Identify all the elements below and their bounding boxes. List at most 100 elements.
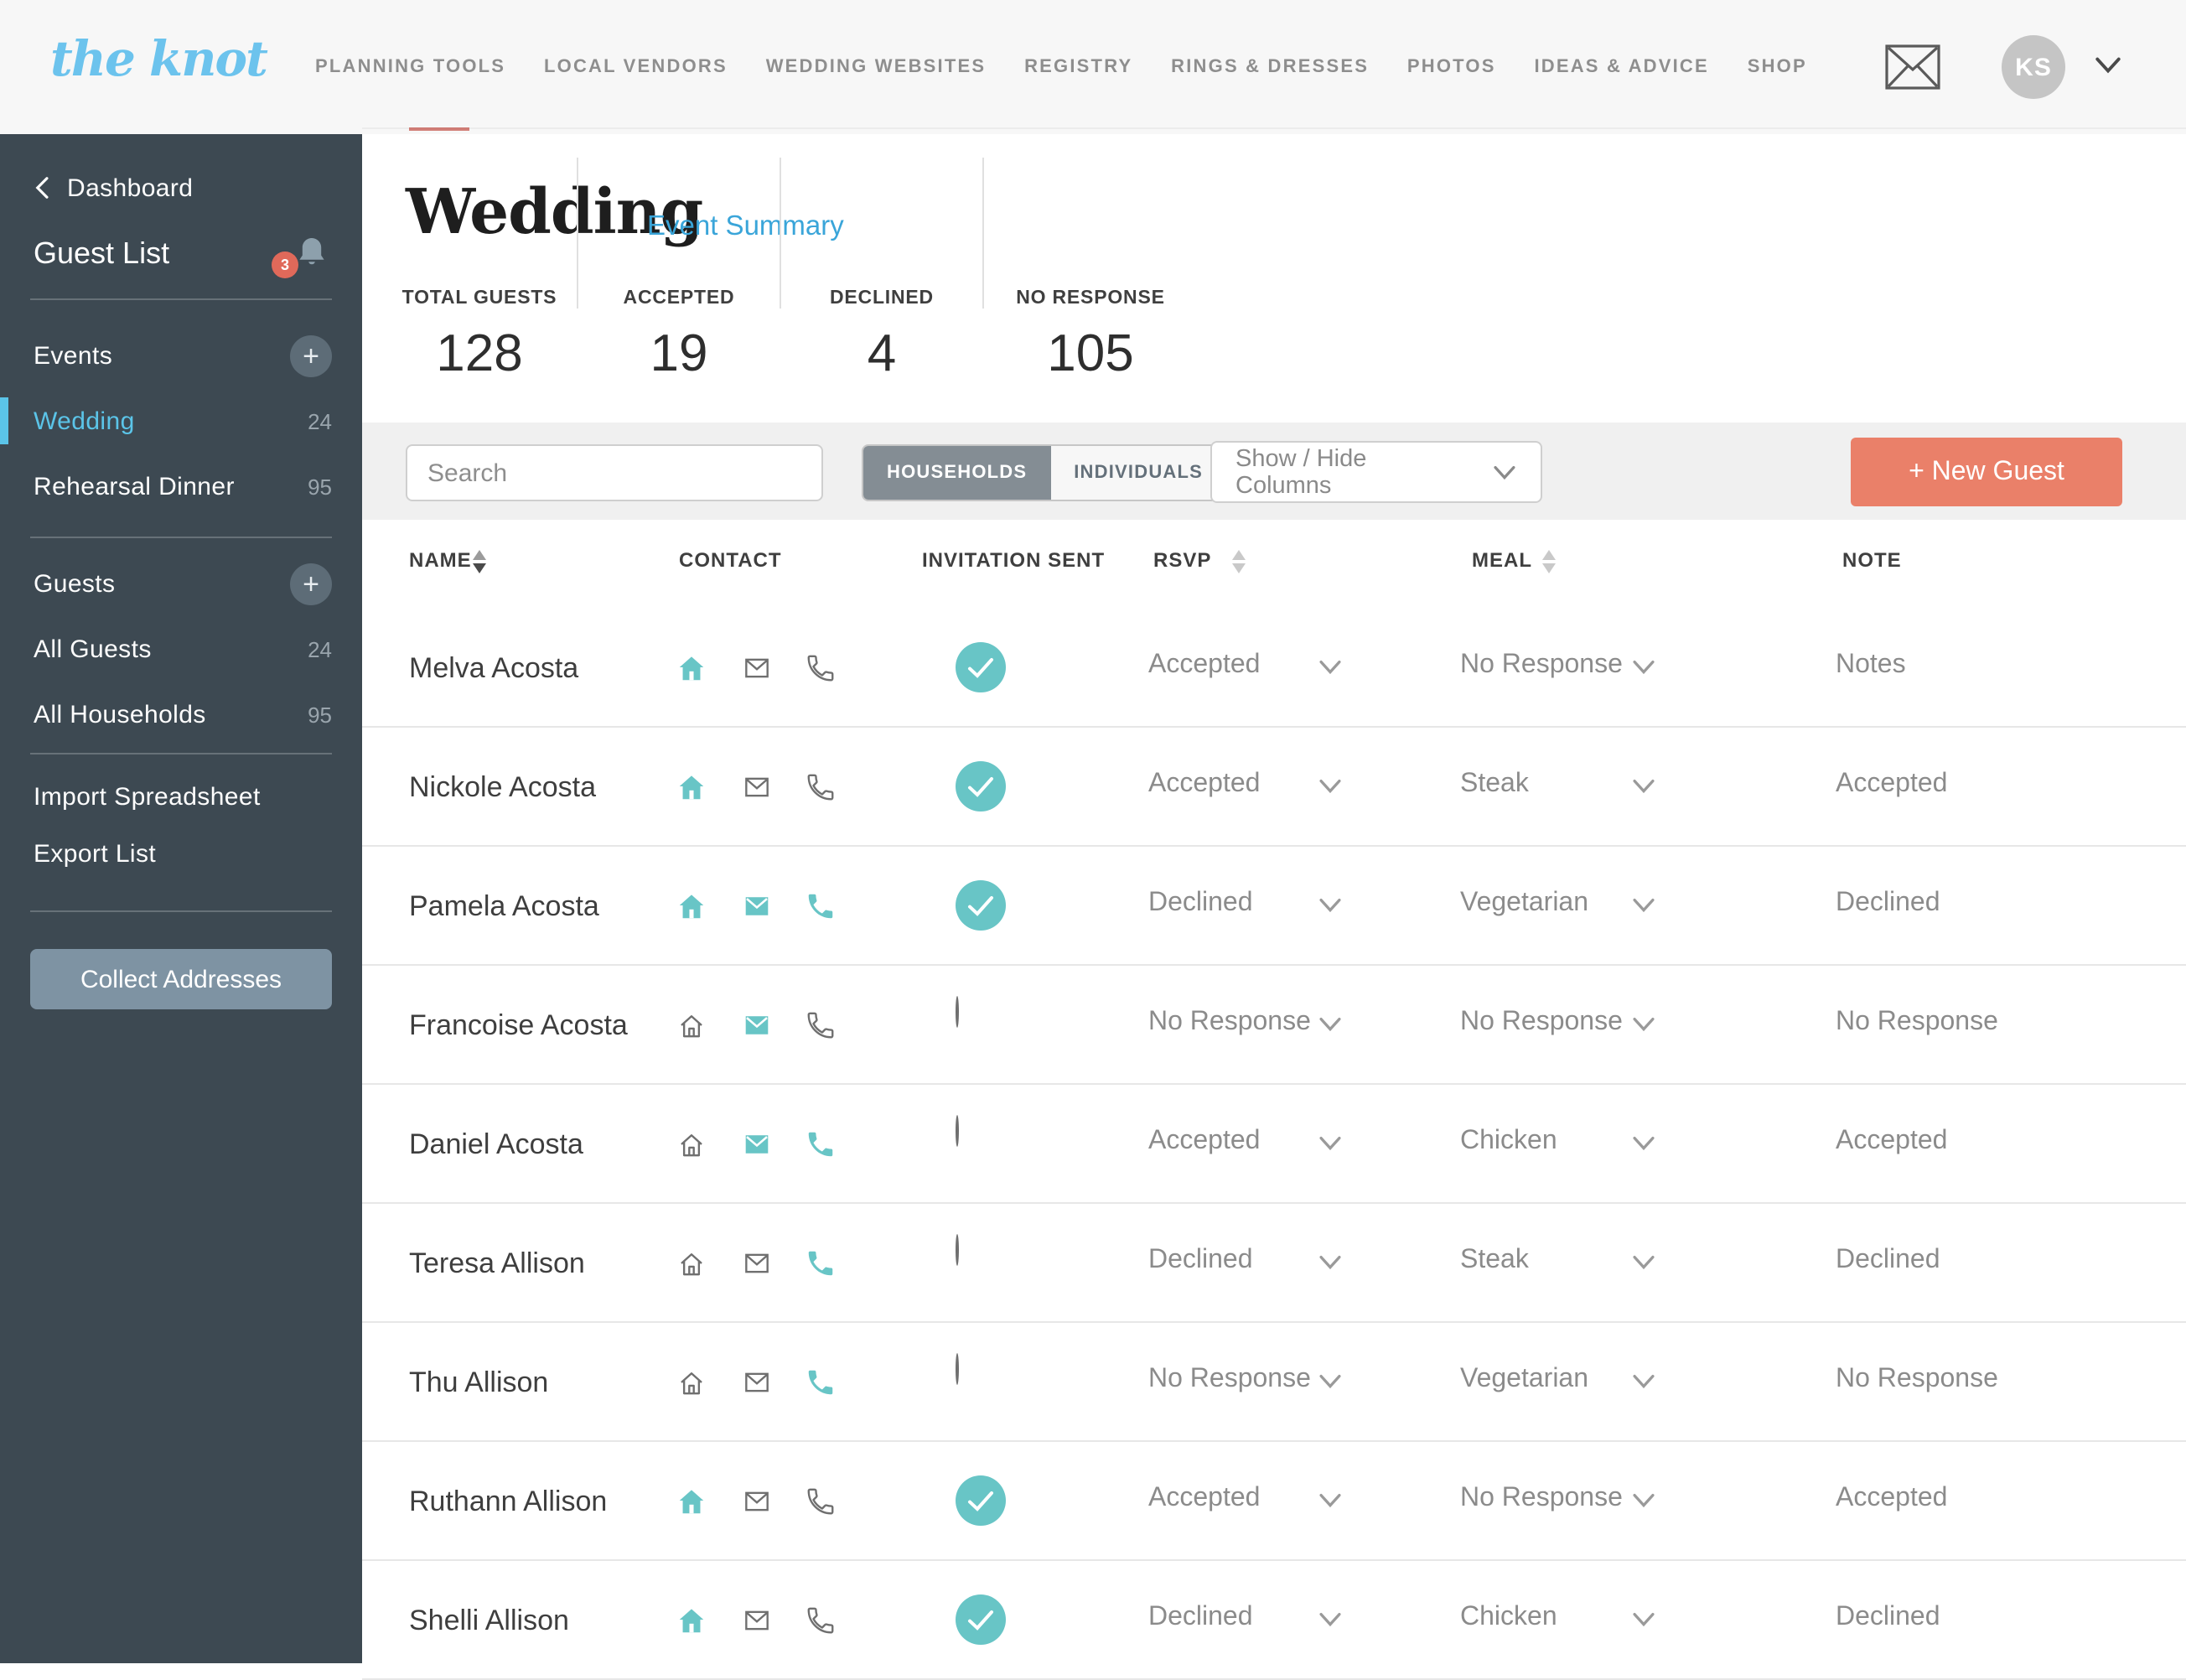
- add-event-button[interactable]: +: [290, 334, 332, 376]
- nav-item-local-vendors[interactable]: LOCAL VENDORS: [544, 57, 728, 77]
- note-text[interactable]: Accepted: [1836, 770, 1948, 798]
- phone-icon[interactable]: [805, 1247, 837, 1279]
- meal-dropdown[interactable]: Chicken: [1460, 1603, 1661, 1633]
- rsvp-dropdown[interactable]: Accepted: [1148, 1127, 1346, 1157]
- phone-icon[interactable]: [805, 890, 837, 922]
- sidebar-item-import-spreadsheet[interactable]: Import Spreadsheet: [34, 782, 261, 811]
- meal-dropdown[interactable]: Vegetarian: [1460, 1365, 1661, 1395]
- sidebar-item-all-guests[interactable]: All Guests 24: [34, 635, 332, 663]
- nav-item-registry[interactable]: REGISTRY: [1024, 57, 1133, 77]
- phone-icon[interactable]: [805, 1605, 837, 1636]
- nav-item-ideas-advice[interactable]: IDEAS & ADVICE: [1534, 57, 1709, 77]
- avatar[interactable]: KS: [2002, 35, 2065, 99]
- home-address-icon[interactable]: [676, 1009, 707, 1041]
- meal-dropdown[interactable]: Vegetarian: [1460, 889, 1661, 919]
- sidebar-item-wedding[interactable]: Wedding 24: [34, 407, 332, 435]
- home-address-icon[interactable]: [676, 1486, 707, 1517]
- guest-name[interactable]: Shelli Allison: [409, 1605, 569, 1636]
- col-header-name[interactable]: NAME: [409, 548, 472, 572]
- sidebar-item-export-list[interactable]: Export List: [34, 839, 157, 868]
- email-icon[interactable]: [741, 771, 773, 803]
- meal-dropdown[interactable]: Steak: [1460, 770, 1661, 800]
- phone-icon[interactable]: [805, 1486, 837, 1517]
- note-text[interactable]: Declined: [1836, 889, 1940, 917]
- home-address-icon[interactable]: [676, 771, 707, 803]
- email-icon[interactable]: [741, 1366, 773, 1398]
- meal-dropdown[interactable]: Steak: [1460, 1246, 1661, 1276]
- home-address-icon[interactable]: [676, 1605, 707, 1636]
- note-text[interactable]: Accepted: [1836, 1484, 1948, 1512]
- sort-meal-icon[interactable]: [1542, 550, 1557, 573]
- event-summary-link[interactable]: Event Summary: [647, 211, 844, 241]
- invitation-sent-toggle[interactable]: [954, 760, 1008, 813]
- phone-icon[interactable]: [805, 771, 837, 803]
- rsvp-dropdown[interactable]: Declined: [1148, 1246, 1346, 1276]
- guest-name[interactable]: Francoise Acosta: [409, 1009, 628, 1041]
- meal-dropdown[interactable]: No Response: [1460, 651, 1661, 681]
- guest-name[interactable]: Teresa Allison: [409, 1247, 585, 1279]
- home-address-icon[interactable]: [676, 890, 707, 922]
- nav-item-shop[interactable]: SHOP: [1747, 57, 1807, 77]
- email-icon[interactable]: [741, 1128, 773, 1160]
- email-icon[interactable]: [741, 890, 773, 922]
- guest-name[interactable]: Nickole Acosta: [409, 771, 596, 803]
- guest-name[interactable]: Pamela Acosta: [409, 890, 599, 922]
- invitation-sent-toggle[interactable]: [954, 879, 1008, 932]
- meal-dropdown[interactable]: No Response: [1460, 1484, 1661, 1514]
- invitation-sent-toggle[interactable]: [954, 640, 1008, 694]
- email-icon[interactable]: [741, 1247, 773, 1279]
- invitation-sent-toggle[interactable]: [954, 1593, 1008, 1646]
- invitation-sent-toggle[interactable]: [954, 996, 1008, 1051]
- guest-name[interactable]: Daniel Acosta: [409, 1128, 583, 1160]
- nav-item-planning-tools[interactable]: PLANNING TOOLS: [315, 57, 506, 77]
- toggle-households[interactable]: HOUSEHOLDS: [863, 446, 1051, 500]
- email-icon[interactable]: [741, 1605, 773, 1636]
- note-text[interactable]: No Response: [1836, 1365, 1998, 1393]
- email-icon[interactable]: [741, 1009, 773, 1041]
- rsvp-dropdown[interactable]: Accepted: [1148, 1484, 1346, 1514]
- guest-name[interactable]: Thu Allison: [409, 1366, 549, 1398]
- collect-addresses-button[interactable]: Collect Addresses: [30, 949, 332, 1009]
- sidebar-item-rehearsal-dinner[interactable]: Rehearsal Dinner 95: [34, 472, 332, 500]
- sidebar-item-all-households[interactable]: All Households 95: [34, 700, 332, 729]
- rsvp-dropdown[interactable]: Accepted: [1148, 770, 1346, 800]
- email-icon[interactable]: [741, 1486, 773, 1517]
- rsvp-dropdown[interactable]: No Response: [1148, 1008, 1346, 1038]
- notifications-bell[interactable]: 3: [272, 233, 332, 278]
- sort-name-icon[interactable]: [473, 550, 488, 573]
- phone-icon[interactable]: [805, 1366, 837, 1398]
- toggle-individuals[interactable]: INDIVIDUALS: [1074, 463, 1204, 483]
- rsvp-dropdown[interactable]: Accepted: [1148, 651, 1346, 681]
- note-text[interactable]: Declined: [1836, 1246, 1940, 1274]
- rsvp-dropdown[interactable]: Declined: [1148, 1603, 1346, 1633]
- note-text[interactable]: No Response: [1836, 1008, 1998, 1036]
- sort-rsvp-icon[interactable]: [1232, 550, 1247, 573]
- guest-name[interactable]: Melva Acosta: [409, 652, 579, 684]
- show-hide-columns-dropdown[interactable]: Show / Hide Columns: [1210, 441, 1542, 503]
- nav-item-rings-dresses[interactable]: RINGS & DRESSES: [1171, 57, 1370, 77]
- app-logo[interactable]: the knot: [50, 30, 268, 87]
- invitation-sent-toggle[interactable]: [954, 1115, 1008, 1170]
- home-address-icon[interactable]: [676, 1128, 707, 1160]
- invitation-sent-toggle[interactable]: [954, 1234, 1008, 1289]
- phone-icon[interactable]: [805, 1009, 837, 1041]
- search-input[interactable]: [406, 444, 823, 501]
- note-text[interactable]: Notes: [1836, 651, 1906, 679]
- col-header-rsvp[interactable]: RSVP: [1153, 548, 1212, 572]
- note-text[interactable]: Declined: [1836, 1603, 1940, 1631]
- sidebar-back-dashboard[interactable]: Dashboard: [34, 168, 332, 208]
- col-header-meal[interactable]: MEAL: [1472, 548, 1532, 572]
- phone-icon[interactable]: [805, 1128, 837, 1160]
- add-guest-button[interactable]: +: [290, 563, 332, 604]
- invitation-sent-toggle[interactable]: [954, 1353, 1008, 1408]
- account-menu-chevron-icon[interactable]: [2094, 55, 2122, 75]
- home-address-icon[interactable]: [676, 1247, 707, 1279]
- phone-icon[interactable]: [805, 652, 837, 684]
- rsvp-dropdown[interactable]: No Response: [1148, 1365, 1346, 1395]
- email-icon[interactable]: [741, 652, 773, 684]
- rsvp-dropdown[interactable]: Declined: [1148, 889, 1346, 919]
- invitation-sent-toggle[interactable]: [954, 1474, 1008, 1527]
- home-address-icon[interactable]: [676, 1366, 707, 1398]
- home-address-icon[interactable]: [676, 652, 707, 684]
- meal-dropdown[interactable]: No Response: [1460, 1008, 1661, 1038]
